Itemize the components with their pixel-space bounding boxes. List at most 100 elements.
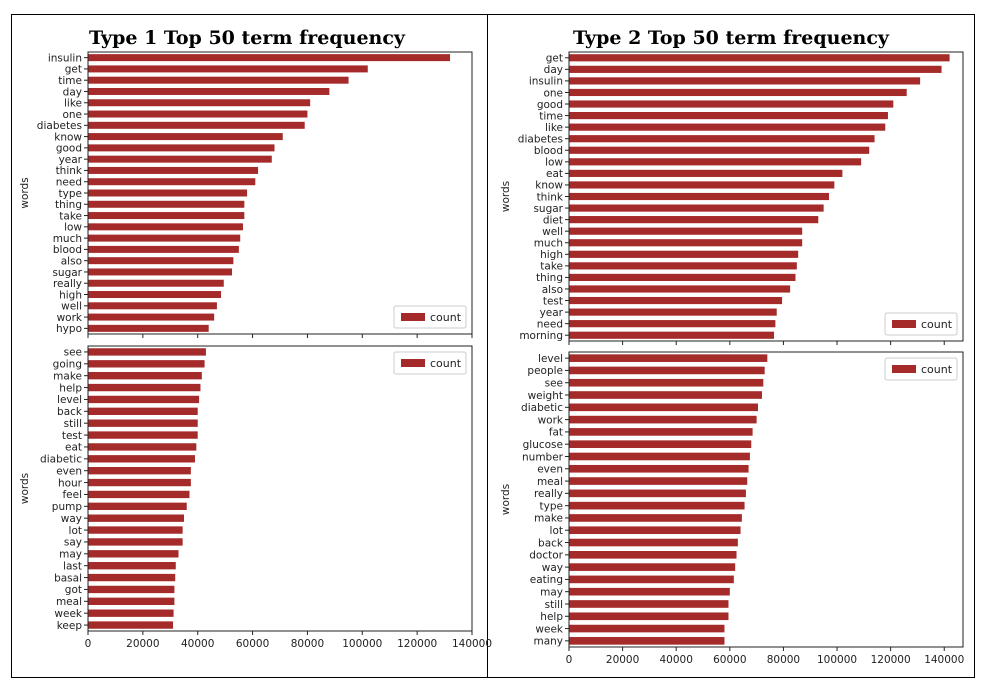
bar-eating [569,575,734,584]
bar-make [88,372,202,380]
bar-eat [569,169,843,177]
bar-lot [88,526,183,534]
y-tick-label: lot [69,525,82,537]
y-tick-label: get [65,64,82,76]
y-tick-label: get [546,53,563,65]
x-tick-label: 20000 [606,654,639,666]
bar-know [88,133,283,141]
y-tick-label: really [534,488,563,500]
y-axis-label: words [500,484,512,515]
y-tick-label: eat [546,168,563,180]
bar-hour [88,478,191,487]
bar-good [569,100,894,108]
x-tick-label: 100000 [342,638,382,650]
bar-high [569,250,799,258]
bar-may [88,550,179,558]
bar-test [88,431,198,439]
y-tick-label: say [64,537,82,549]
bar-like [88,99,311,107]
x-tick-label: 140000 [452,638,492,650]
x-tick-label: 80000 [767,654,800,666]
x-tick-label: 0 [566,654,573,666]
y-tick-label: level [57,394,82,406]
axes-frame [87,345,473,632]
legend-label: count [921,318,953,331]
chart-3: getdayinsulinonegoodtimelikediabetesbloo… [500,51,964,345]
chart-4: levelpeopleseeweightdiabeticworkfatgluco… [500,351,964,666]
y-tick-label: number [522,451,564,463]
y-tick-label: may [540,586,563,598]
y-tick-label: diabetes [518,134,563,146]
y-tick-label: even [537,464,563,476]
bar-well [569,227,803,235]
y-tick-label: lot [550,525,563,537]
bar-type [88,189,248,197]
bar-get [569,54,950,62]
y-tick-label: day [63,86,82,98]
bar-fat [569,428,753,436]
bar-much [569,239,803,247]
y-tick-label: blood [53,244,82,256]
bar-think [569,192,829,201]
y-tick-label: also [542,284,563,296]
y-tick-label: one [62,109,82,121]
legend-swatch [892,320,916,328]
y-tick-label: blood [534,145,563,157]
y-tick-label: day [544,64,563,76]
y-axis-label: words [19,177,31,208]
y-tick-label: weight [528,390,563,402]
bar-diabetic [88,455,195,463]
bar-keep [88,621,174,629]
bar-even [569,464,749,473]
y-tick-label: insulin [529,76,563,88]
y-tick-label: time [58,75,82,87]
titles-layer: Type 1 Top 50 term frequency Type 2 Top 5… [89,27,890,49]
y-tick-label: many [533,636,563,648]
charts-layer: insulingettimedaylikeonediabetesknowgood… [19,51,964,666]
y-tick-label: diabetic [521,402,563,414]
bar-sugar [569,204,824,212]
bar-low [88,223,243,231]
y-tick-label: really [53,278,82,290]
x-tick-label: 60000 [713,654,746,666]
bar-see [569,378,764,387]
bar-make [569,514,742,522]
y-tick-label: thing [55,199,82,211]
x-tick-label: 80000 [291,638,324,650]
y-tick-label: still [64,418,82,430]
bar-take [88,212,245,220]
y-tick-label: high [540,249,563,261]
y-tick-label: going [53,359,82,371]
bar-test [569,296,783,305]
bar-basal [88,573,176,582]
y-tick-label: week [54,608,83,620]
y-tick-label: still [545,599,563,611]
bar-year [88,155,272,163]
y-tick-label: much [534,238,563,250]
axes-frame [87,51,473,335]
bar-really [88,279,224,287]
y-tick-label: insulin [48,52,82,64]
bar-time [88,76,349,84]
bar-blood [88,245,239,253]
bar-many [569,637,725,645]
y-tick-label: hypo [56,323,82,335]
y-tick-label: glucose [523,439,563,451]
bar-doctor [569,551,737,559]
bar-week [569,624,725,633]
legend-box [393,351,467,375]
x-tick-label: 0 [85,638,92,650]
y-tick-label: low [64,222,82,234]
y-tick-label: take [540,261,563,273]
x-tick-label: 60000 [236,638,269,650]
y-tick-label: need [537,318,563,330]
bar-say [88,538,183,546]
y-tick-label: basal [54,572,82,584]
bar-good [88,144,275,152]
bar-need [88,178,256,186]
y-tick-label: got [65,584,82,596]
y-tick-label: people [527,365,563,377]
bar-number [569,452,750,461]
bar-level [569,354,768,362]
